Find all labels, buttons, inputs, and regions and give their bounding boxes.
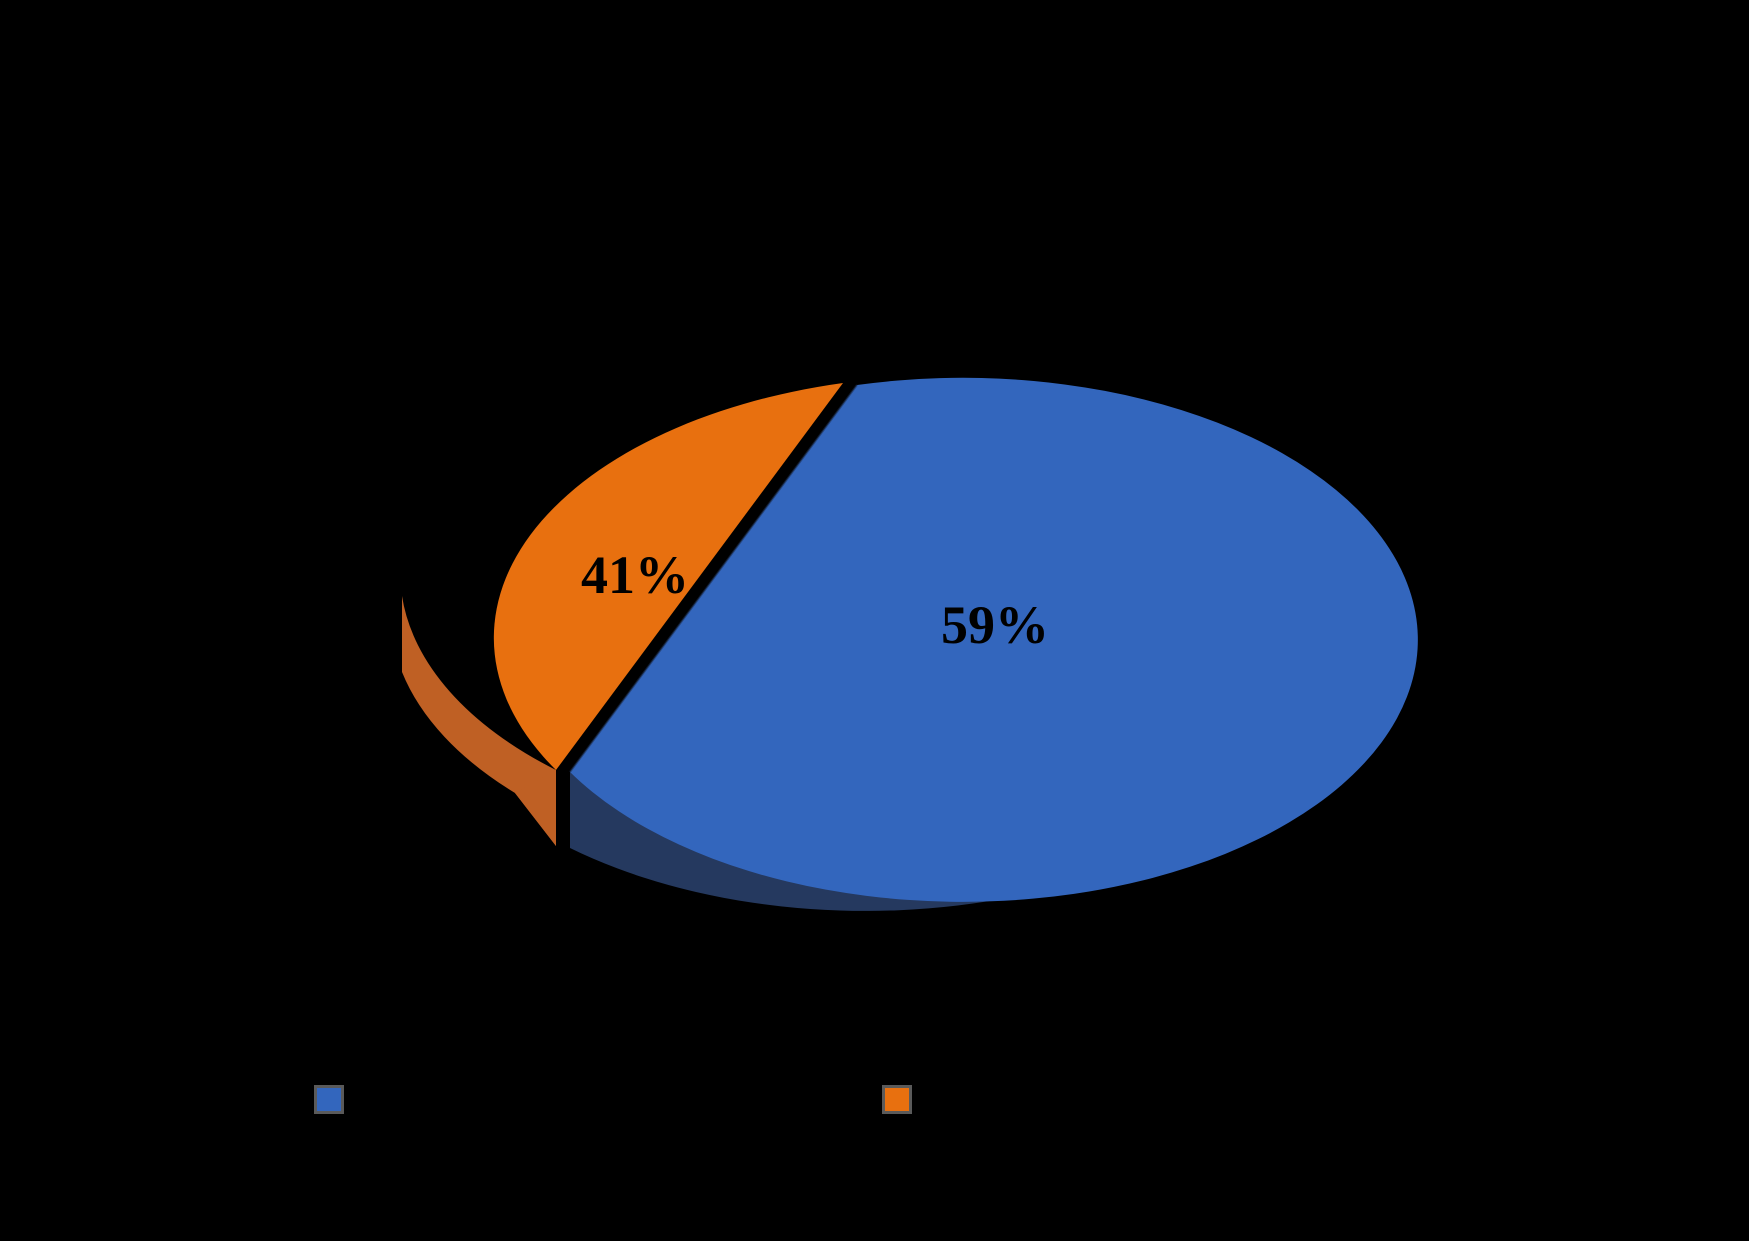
chart-legend [0,1080,1749,1130]
legend-swatch-orange [882,1084,912,1114]
pie-slice-divider-edge [569,384,858,773]
legend-item-series-1[interactable] [314,1083,358,1115]
pie-data-label-41: 41% [581,545,689,605]
legend-swatch-blue [314,1084,344,1114]
pie-data-label-59: 59% [941,595,1049,655]
pie-slice-orange-top [493,383,843,770]
pie-slice-orange-side [402,596,556,846]
pie-slice-blue-top [570,377,1418,902]
legend-item-series-2[interactable] [882,1083,926,1115]
pie-slice-orange-cut-face [515,770,556,846]
